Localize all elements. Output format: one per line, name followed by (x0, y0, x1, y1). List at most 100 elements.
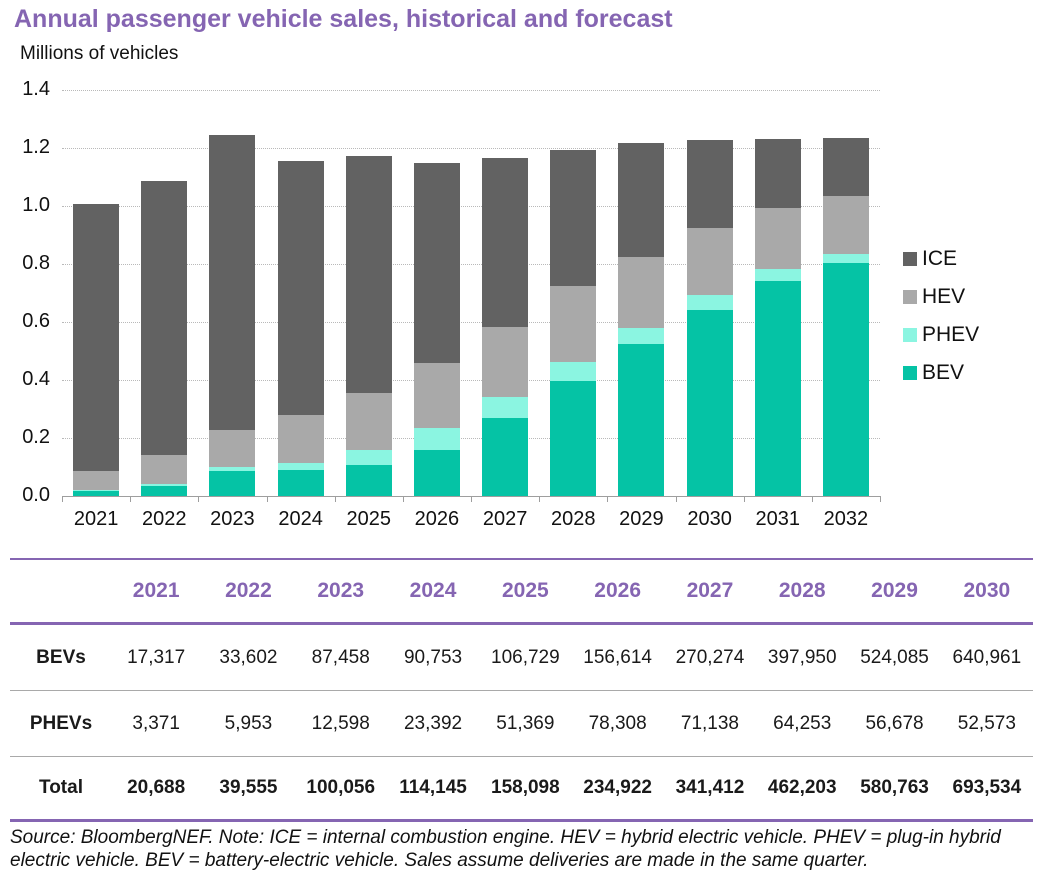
legend-label-phev: PHEV (922, 323, 980, 346)
bar-segment-bev-2023 (209, 470, 256, 496)
table-header-row: 2021 2022 2023 2024 2025 2026 2027 2028 2029 2030 (10, 558, 1033, 625)
x-tick-label: 2031 (755, 508, 800, 530)
table-cell-bevs-2024: 90,753 (403, 646, 463, 668)
y-axis-units-label: Millions of vehicles (20, 43, 179, 64)
source-note: Source: BloombergNEF. Note: ICE = intern… (10, 827, 1001, 871)
legend-item-bev: BEV (903, 354, 979, 392)
bar-segment-ice-2022 (141, 180, 188, 456)
stacked-bar-2031 (754, 139, 801, 496)
table-header-year-2030: 2030 (963, 579, 1011, 602)
bar-segment-phev-2022 (141, 484, 188, 487)
table-header-year-2025: 2025 (501, 579, 549, 602)
bar-segment-phev-2028 (550, 362, 597, 381)
table-cell-total-2024: 114,145 (399, 777, 467, 798)
table-cell-phevs-2021: 3,371 (132, 712, 180, 734)
bar-column-2027 (471, 90, 539, 496)
bar-segment-bev-2024 (277, 469, 324, 496)
legend-label-bev: BEV (922, 361, 965, 384)
bar-segment-phev-2026 (413, 427, 460, 451)
bar-segment-ice-2029 (618, 142, 665, 257)
y-tick-label: 0.4 (22, 368, 50, 390)
table-cell-bevs-2027: 270,274 (675, 646, 745, 668)
bar-segment-bev-2031 (754, 280, 801, 496)
x-tick-label: 2027 (482, 508, 528, 530)
x-axis-tick (198, 496, 200, 502)
table-cell-total-2030: 693,534 (952, 777, 1022, 798)
stacked-bar-2026 (413, 163, 460, 496)
legend-label-ice: ICE (922, 247, 958, 270)
x-tick-label: 2028 (550, 508, 596, 530)
table-header-year-2023: 2023 (317, 579, 365, 602)
bar-column-2030 (676, 90, 744, 496)
table-header-year-2029: 2029 (871, 579, 918, 602)
bar-segment-hev-2027 (482, 326, 529, 398)
table-cell-bevs-2030: 640,961 (952, 646, 1022, 668)
table-cell-bevs-2026: 156,614 (583, 646, 652, 668)
bar-segment-ice-2026 (413, 163, 460, 364)
table-cell-phevs-2028: 64,253 (773, 712, 832, 734)
bar-segment-ice-2032 (822, 138, 869, 197)
x-axis-tick (743, 496, 745, 502)
table-row-phevs: PHEVs 3,371 5,953 12,598 23,392 51,369 78,308 7… (10, 691, 1033, 757)
bar-segment-phev-2029 (618, 327, 665, 345)
stacked-bar-2024 (277, 160, 324, 496)
table-cell-total-2023: 100,056 (306, 777, 376, 798)
x-axis-tick (811, 496, 813, 502)
x-tick-label: 2025 (346, 508, 391, 530)
table-cell-total-2029: 580,763 (860, 777, 929, 798)
bar-segment-hev-2022 (141, 455, 188, 485)
table-cell-total-2027: 341,412 (675, 777, 745, 798)
bar-segment-hev-2028 (550, 286, 597, 363)
row-label-bevs: BEVs (36, 646, 86, 668)
x-axis-tick (130, 496, 132, 502)
stacked-bar-2029 (618, 142, 665, 496)
bar-column-2021 (62, 90, 130, 496)
legend-label-hev: HEV (922, 285, 966, 308)
bar-segment-phev-2031 (754, 269, 801, 281)
page-title: Annual passenger vehicle sales, historic… (14, 5, 673, 33)
bar-segment-ice-2030 (686, 140, 733, 228)
bar-segment-bev-2029 (618, 344, 665, 496)
legend-swatch-bev-icon (903, 366, 917, 380)
table-cell-bevs-2023: 87,458 (311, 646, 370, 668)
bar-segment-ice-2031 (754, 139, 801, 209)
bar-segment-phev-2032 (822, 254, 869, 263)
x-axis-tick (62, 496, 63, 502)
y-tick-label: 0.8 (22, 252, 50, 274)
bar-segment-phev-2023 (209, 467, 256, 471)
y-tick-label: 1.2 (22, 136, 50, 158)
bar-column-2032 (812, 90, 880, 496)
bar-segment-bev-2032 (822, 262, 869, 496)
table-cell-phevs-2030: 52,573 (957, 712, 1016, 734)
bar-segment-bev-2028 (550, 380, 597, 496)
y-tick-label: 0.6 (22, 310, 50, 332)
x-axis-tick (402, 496, 404, 502)
stacked-bar-2021 (73, 204, 120, 496)
gridline (62, 148, 880, 149)
x-axis-tick (471, 496, 472, 502)
gridline (62, 380, 880, 381)
bar-segment-ice-2023 (209, 135, 256, 431)
bar-segment-bev-2022 (141, 486, 188, 496)
table-cell-total-2022: 39,555 (219, 777, 278, 798)
bar-segment-bev-2025 (345, 464, 392, 496)
table-cell-phevs-2026: 78,308 (588, 712, 647, 734)
x-tick-label: 2022 (141, 508, 187, 530)
table-header-year-2022: 2022 (225, 579, 272, 602)
legend-item-phev: PHEV (903, 316, 979, 354)
legend-item-ice: ICE (903, 240, 979, 278)
chart-legend: ICE HEV PHEV BEV (903, 240, 979, 392)
row-label-phevs: PHEVs (29, 712, 93, 734)
legend-swatch-phev-icon (903, 328, 917, 342)
bar-segment-bev-2027 (482, 417, 529, 496)
legend-swatch-hev-icon (903, 290, 917, 304)
stacked-bar-2023 (209, 135, 256, 496)
x-axis-tick (880, 496, 881, 502)
table-cell-phevs-2024: 23,392 (403, 712, 463, 734)
legend-swatch-ice-icon (903, 252, 917, 266)
bar-segment-ice-2027 (482, 157, 529, 327)
bar-segment-phev-2027 (482, 397, 529, 418)
stacked-bar-2030 (686, 140, 733, 496)
x-tick-label: 2021 (73, 508, 119, 530)
stacked-bar-2032 (822, 138, 869, 496)
